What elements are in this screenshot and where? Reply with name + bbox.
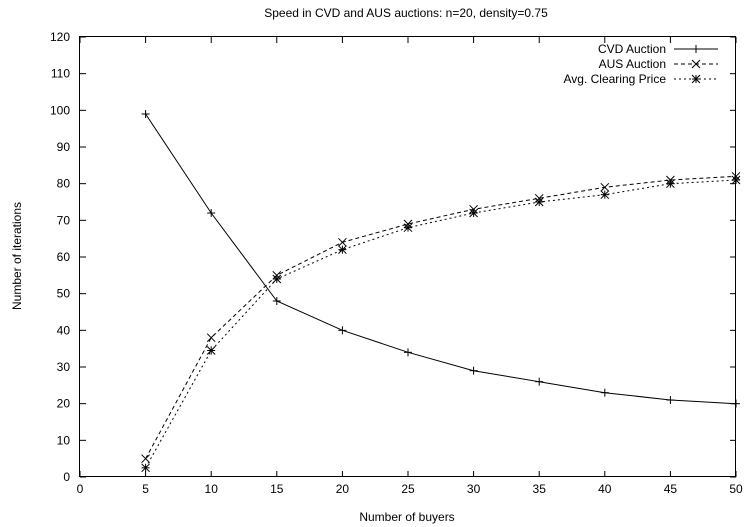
- x-tick-label-7: 35: [533, 482, 547, 496]
- series-2-point-8: [666, 179, 675, 189]
- y-axis-label: Number of iterations: [10, 202, 24, 310]
- legend-label-0: CVD Auction: [598, 42, 666, 56]
- series-1-point-3: [338, 237, 347, 247]
- series-1-point-0: [141, 454, 150, 464]
- x-tick-label-0: 0: [77, 482, 84, 496]
- series-0-point-7: [600, 388, 609, 397]
- series-2-point-5: [469, 208, 478, 218]
- series-0-point-3: [338, 326, 347, 335]
- series-line-1: [145, 175, 737, 459]
- legend-marker-2: [691, 74, 701, 84]
- y-tick-label-6: 60: [57, 250, 71, 264]
- series-0-point-6: [535, 377, 544, 386]
- x-tick-label-6: 30: [467, 482, 481, 496]
- series-2-point-3: [338, 245, 347, 255]
- series-2-point-7: [600, 190, 610, 200]
- axes-layer: 0 5 10 15 20 25 30 35 40 45 50 0 10 20 30 40 50 60 70 80 90 1…: [50, 30, 743, 496]
- y-tick-label-8: 80: [57, 177, 71, 191]
- series-1-point-1: [206, 333, 216, 343]
- legend-label-2: Avg. Clearing Price: [564, 72, 667, 86]
- series-0-point-4: [404, 348, 412, 357]
- chart-title: Speed in CVD and AUS auctions: n=20, den…: [264, 6, 548, 20]
- series-0-point-2: [272, 297, 281, 305]
- x-axis-label: Number of buyers: [359, 510, 454, 524]
- series-0-point-1: [207, 209, 216, 217]
- series-layer: [141, 110, 741, 473]
- legend-marker-0: [692, 45, 700, 53]
- x-tick-label-4: 20: [336, 482, 350, 496]
- series-2-point-6: [534, 197, 544, 207]
- series-0-point-8: [666, 396, 675, 404]
- series-2-point-2: [272, 274, 282, 284]
- x-tick-label-2: 10: [205, 482, 219, 496]
- legend-marker-1: [691, 59, 701, 69]
- x-tick-label-9: 45: [664, 482, 678, 496]
- y-tick-label-5: 50: [57, 287, 71, 301]
- y-tick-label-0: 0: [63, 470, 70, 484]
- series-0-point-5: [469, 366, 478, 375]
- y-tick-label-9: 90: [57, 140, 71, 154]
- y-tick-label-12: 120: [50, 30, 70, 44]
- x-tick-label-1: 5: [142, 482, 149, 496]
- y-tick-label-10: 100: [50, 103, 70, 117]
- series-2-point-9: [731, 175, 741, 185]
- y-tick-label-11: 110: [51, 67, 70, 81]
- x-tick-label-3: 15: [270, 482, 284, 496]
- x-tick-label-10: 50: [729, 482, 743, 496]
- y-tick-label-3: 30: [57, 360, 71, 374]
- y-tick-label-7: 70: [57, 213, 71, 227]
- y-tick-label-4: 40: [57, 323, 71, 337]
- y-tick-label-2: 20: [57, 397, 71, 411]
- legend-label-1: AUS Auction: [599, 57, 666, 71]
- y-tick-label-1: 10: [57, 433, 71, 447]
- series-line-2: [145, 179, 737, 469]
- series-line-0: [145, 113, 737, 405]
- x-tick-label-5: 25: [401, 482, 415, 496]
- series-2-point-4: [403, 223, 413, 233]
- series-2-point-0: [141, 463, 150, 473]
- series-1-point-7: [600, 182, 610, 192]
- series-0-point-9: [732, 399, 740, 408]
- series-2-point-1: [206, 346, 216, 355]
- series-0-point-0: [141, 110, 150, 118]
- x-tick-label-8: 40: [598, 482, 612, 496]
